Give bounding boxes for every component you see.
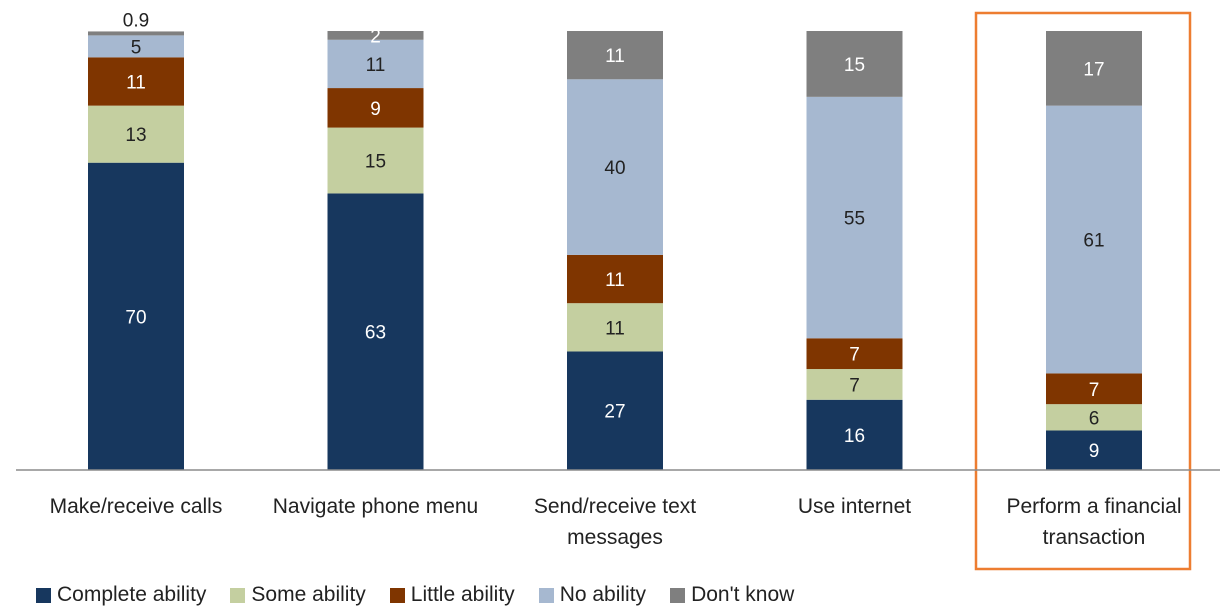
data-label: 11 <box>605 46 625 67</box>
highlight-box <box>974 11 1192 571</box>
legend-label: Some ability <box>251 583 366 606</box>
data-label: 7 <box>849 375 860 396</box>
bar-segment-no-ability <box>327 39 424 89</box>
category-label: Make/receive calls <box>50 495 223 518</box>
data-label: 61 <box>1083 231 1104 252</box>
data-label: 7 <box>1089 380 1100 401</box>
bar-segment-complete-ability <box>567 351 663 470</box>
category-label: Perform a financial transaction <box>1006 495 1181 549</box>
category-label: Use internet <box>798 495 911 518</box>
legend-label: Complete ability <box>57 583 207 606</box>
data-label: 11 <box>366 55 386 76</box>
data-label: 40 <box>604 158 625 179</box>
legend-label: No ability <box>559 583 647 606</box>
legend-swatch <box>36 587 51 603</box>
bar-segment-little-ability <box>1046 373 1142 405</box>
data-label: 17 <box>1083 59 1104 80</box>
bar-segment-complete-ability <box>1046 430 1142 470</box>
legend-item-no-ability: No ability <box>538 583 647 607</box>
data-label: 55 <box>844 209 865 230</box>
data-label: 63 <box>365 323 386 344</box>
bar-segment-don-t-know <box>567 31 663 80</box>
data-label: 0.9 <box>123 10 149 31</box>
data-label: 2 <box>370 26 381 47</box>
legend-swatch <box>230 587 246 603</box>
bar-segment-complete-ability <box>88 162 184 470</box>
bar-segment-don-t-know <box>327 31 424 40</box>
bar-segment-don-t-know <box>1046 31 1142 106</box>
category-label: Navigate phone menu <box>273 495 478 518</box>
data-label: 13 <box>125 125 146 146</box>
bar-segment-no-ability <box>806 96 903 339</box>
data-label: 11 <box>126 72 146 93</box>
bar-segment-don-t-know <box>806 31 903 97</box>
bar-segment-little-ability <box>88 57 184 106</box>
data-label: 70 <box>125 307 146 328</box>
legend-swatch <box>538 587 554 603</box>
legend-item-complete-ability: Complete ability <box>36 583 206 607</box>
bar-segment-no-ability <box>88 35 184 58</box>
data-label: 9 <box>1089 441 1100 462</box>
bar-segment-some-ability <box>1046 404 1142 431</box>
stacked-bar-chart: 70 13 11 5 0.9 63 15 9 11 2 27 11 11 40 11 16 7 7 55 15 9 6 7 6… <box>16 10 1220 571</box>
data-label: 11 <box>605 318 625 339</box>
bar-send-receive-text-messages: 27 11 11 40 11 <box>567 31 663 470</box>
bar-segment-some-ability <box>88 105 184 163</box>
legend-swatch <box>389 587 405 603</box>
bar-segment-complete-ability <box>806 399 903 470</box>
bar-segment-some-ability <box>806 369 903 400</box>
bar-perform-a-financial-transaction: 9 6 7 61 17 <box>1046 31 1142 470</box>
bar-segment-complete-ability <box>327 193 424 470</box>
legend-label: Little ability <box>410 583 515 606</box>
data-label: 11 <box>605 270 625 291</box>
bar-segment-little-ability <box>567 254 663 304</box>
bar-segment-no-ability <box>1046 105 1142 374</box>
data-label: 6 <box>1089 408 1100 429</box>
bar-use-internet: 16 7 7 55 15 <box>806 31 903 470</box>
data-label: 15 <box>365 152 386 173</box>
bar-segment-don-t-know <box>88 31 184 36</box>
legend-label: Don't know <box>691 583 795 606</box>
legend-swatch <box>670 587 686 603</box>
bar-segment-little-ability <box>327 88 424 128</box>
data-label: 15 <box>844 55 865 76</box>
bar-segment-little-ability <box>806 338 903 370</box>
legend-item-don-t-know: Don't know <box>670 583 794 607</box>
bar-make-receive-calls: 70 13 11 5 0.9 <box>88 10 184 470</box>
data-label: 27 <box>604 402 625 423</box>
bar-segment-some-ability <box>327 127 424 194</box>
data-label: 9 <box>370 99 381 120</box>
legend-item-little-ability: Little ability <box>389 583 515 607</box>
data-label: 7 <box>849 345 860 366</box>
category-label: Send/receive text messages <box>534 495 696 549</box>
data-label: 5 <box>131 37 142 58</box>
bar-segment-some-ability <box>567 303 663 352</box>
data-label: 16 <box>844 426 865 447</box>
legend-item-some-ability: Some ability <box>230 583 366 607</box>
bar-navigate-phone-menu: 63 15 9 11 2 <box>327 26 424 470</box>
bar-segment-no-ability <box>567 79 663 255</box>
legend: Complete ability Some ability Little abili… <box>36 583 818 607</box>
